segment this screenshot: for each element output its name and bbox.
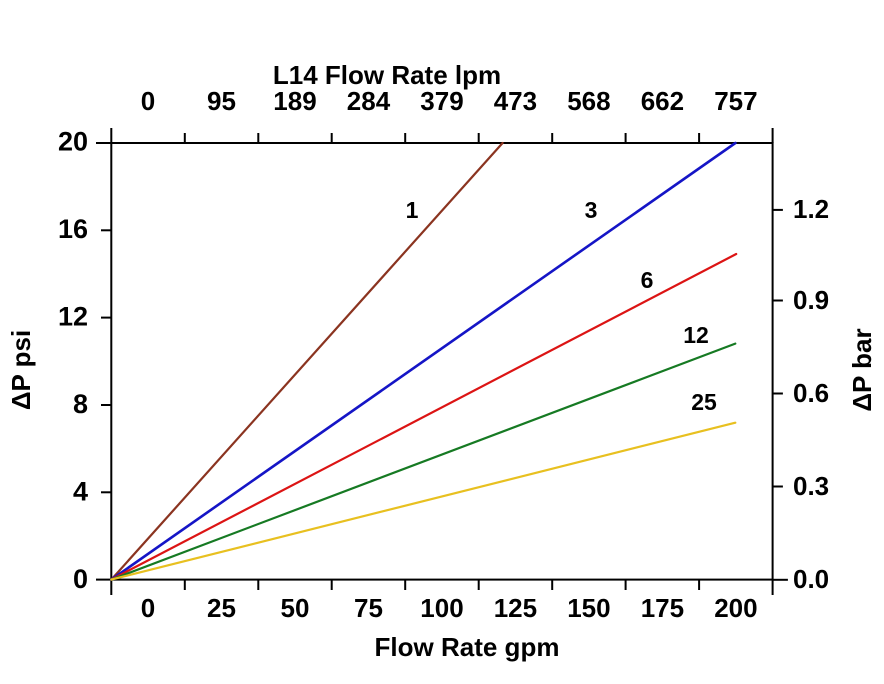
svg-text:6: 6 [641, 267, 654, 293]
svg-text:4: 4 [73, 477, 88, 507]
svg-text:L14 Flow Rate lpm: L14 Flow Rate lpm [273, 60, 501, 90]
svg-text:20: 20 [58, 127, 88, 157]
svg-text:150: 150 [567, 593, 610, 623]
svg-text:0: 0 [141, 86, 155, 116]
svg-text:8: 8 [73, 389, 88, 419]
svg-text:125: 125 [494, 593, 537, 623]
svg-text:100: 100 [420, 593, 463, 623]
svg-text:473: 473 [494, 86, 537, 116]
svg-text:25: 25 [207, 593, 236, 623]
svg-text:0.0: 0.0 [793, 564, 829, 594]
svg-text:12: 12 [683, 322, 709, 348]
svg-text:1.2: 1.2 [793, 194, 829, 224]
svg-text:0: 0 [141, 593, 155, 623]
svg-text:284: 284 [347, 86, 391, 116]
svg-text:50: 50 [281, 593, 310, 623]
svg-text:0: 0 [73, 564, 88, 594]
svg-text:75: 75 [354, 593, 383, 623]
svg-text:0.3: 0.3 [793, 471, 829, 501]
svg-text:ΔP psi: ΔP psi [6, 330, 36, 410]
svg-text:200: 200 [714, 593, 757, 623]
svg-text:ΔP bar: ΔP bar [847, 328, 877, 411]
svg-text:Flow Rate gpm: Flow Rate gpm [375, 632, 560, 662]
svg-text:175: 175 [641, 593, 684, 623]
svg-text:1: 1 [406, 197, 419, 223]
svg-text:25: 25 [691, 389, 717, 415]
svg-text:0.6: 0.6 [793, 378, 829, 408]
svg-text:12: 12 [58, 302, 88, 332]
svg-text:0.9: 0.9 [793, 285, 829, 315]
svg-text:568: 568 [567, 86, 610, 116]
svg-text:379: 379 [420, 86, 463, 116]
svg-text:95: 95 [207, 86, 236, 116]
svg-text:3: 3 [585, 197, 598, 223]
svg-text:757: 757 [714, 86, 757, 116]
svg-text:662: 662 [641, 86, 684, 116]
svg-text:16: 16 [58, 214, 88, 244]
svg-text:189: 189 [273, 86, 316, 116]
